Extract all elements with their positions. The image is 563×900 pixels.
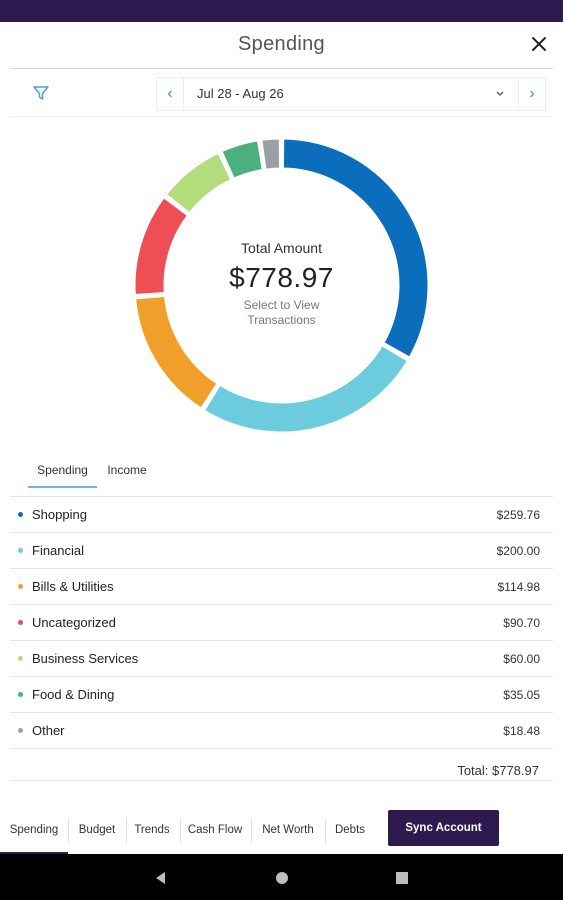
filter-bar: Jul 28 - Aug 26 bbox=[10, 74, 553, 114]
nav-divider bbox=[126, 818, 127, 844]
filter-divider bbox=[10, 116, 553, 117]
bottom-nav: Spending Budget Trends Cash Flow Net Wor… bbox=[0, 808, 563, 855]
total-row: Total: $778.97 bbox=[10, 752, 553, 781]
page-title: Spending bbox=[238, 33, 325, 55]
category-row-uncategorized[interactable]: Uncategorized $90.70 bbox=[10, 605, 553, 641]
category-amount: $18.48 bbox=[503, 724, 540, 738]
category-dot bbox=[18, 620, 23, 625]
chevron-down-icon bbox=[496, 91, 504, 96]
category-name: Uncategorized bbox=[32, 615, 116, 630]
nav-active-indicator bbox=[0, 852, 68, 855]
donut-segment-other[interactable] bbox=[260, 137, 282, 171]
nav-spending[interactable]: Spending bbox=[9, 824, 59, 836]
chevron-left-icon bbox=[167, 90, 172, 98]
category-row-business-services[interactable]: Business Services $60.00 bbox=[10, 641, 553, 677]
chevron-right-icon bbox=[530, 90, 535, 98]
category-amount: $259.76 bbox=[496, 508, 540, 522]
category-row-financial[interactable]: Financial $200.00 bbox=[10, 533, 553, 569]
donut-segment-uncategorized[interactable] bbox=[133, 195, 190, 297]
filter-icon bbox=[33, 86, 49, 100]
nav-cash-flow[interactable]: Cash Flow bbox=[187, 824, 243, 836]
back-icon[interactable] bbox=[152, 869, 170, 887]
nav-trends[interactable]: Trends bbox=[134, 824, 170, 836]
filter-button[interactable] bbox=[32, 84, 54, 106]
nav-divider bbox=[68, 818, 69, 844]
category-row-bills-utilities[interactable]: Bills & Utilities $114.98 bbox=[10, 569, 553, 605]
donut-segment-business-services[interactable] bbox=[164, 151, 233, 215]
category-dot bbox=[18, 548, 23, 553]
category-dot bbox=[18, 512, 23, 517]
home-icon[interactable] bbox=[273, 869, 291, 887]
category-amount: $35.05 bbox=[503, 688, 540, 702]
date-range-picker: Jul 28 - Aug 26 bbox=[156, 77, 546, 111]
category-dot bbox=[18, 584, 23, 589]
category-name: Shopping bbox=[32, 507, 87, 522]
nav-debts[interactable]: Debts bbox=[334, 824, 366, 836]
donut-segment-shopping[interactable] bbox=[281, 137, 430, 359]
nav-budget[interactable]: Budget bbox=[78, 824, 116, 836]
tab-income[interactable]: Income bbox=[107, 463, 147, 477]
category-list: Shopping $259.76 Financial $200.00 Bills… bbox=[10, 496, 553, 749]
category-dot bbox=[18, 692, 23, 697]
category-dot bbox=[18, 728, 23, 733]
tab-spending[interactable]: Spending bbox=[28, 456, 97, 488]
date-next-button[interactable] bbox=[518, 78, 545, 110]
category-row-shopping[interactable]: Shopping $259.76 bbox=[10, 497, 553, 533]
header: Spending bbox=[0, 22, 563, 68]
category-dot bbox=[18, 656, 23, 661]
header-divider bbox=[10, 68, 553, 69]
close-button[interactable] bbox=[527, 32, 551, 56]
category-amount: $60.00 bbox=[503, 652, 540, 666]
category-name: Other bbox=[32, 723, 65, 738]
android-nav-bar bbox=[0, 854, 563, 900]
close-icon bbox=[532, 37, 546, 51]
category-amount: $90.70 bbox=[503, 616, 540, 630]
donut-segment-bills-utilities[interactable] bbox=[133, 294, 219, 410]
spending-donut-chart[interactable] bbox=[131, 135, 432, 436]
category-name: Business Services bbox=[32, 651, 139, 666]
nav-divider bbox=[180, 818, 181, 844]
date-prev-button[interactable] bbox=[157, 78, 184, 110]
total-row-text: Total: $778.97 bbox=[457, 763, 539, 778]
sync-account-button[interactable]: Sync Account bbox=[388, 810, 499, 846]
nav-divider bbox=[325, 818, 326, 844]
donut-segment-food-dining[interactable] bbox=[220, 139, 264, 180]
category-row-other[interactable]: Other $18.48 bbox=[10, 713, 553, 749]
nav-divider bbox=[251, 818, 252, 844]
category-amount: $114.98 bbox=[497, 580, 541, 594]
date-range-label: Jul 28 - Aug 26 bbox=[197, 86, 284, 101]
category-amount: $200.00 bbox=[496, 544, 540, 558]
date-range-select[interactable]: Jul 28 - Aug 26 bbox=[183, 78, 519, 110]
category-row-food-dining[interactable]: Food & Dining $35.05 bbox=[10, 677, 553, 713]
recents-icon[interactable] bbox=[393, 869, 411, 887]
nav-net-worth[interactable]: Net Worth bbox=[262, 824, 314, 836]
category-name: Financial bbox=[32, 543, 85, 558]
category-name: Food & Dining bbox=[32, 687, 115, 702]
category-name: Bills & Utilities bbox=[32, 579, 114, 594]
donut-segment-financial[interactable] bbox=[202, 343, 410, 434]
status-bar bbox=[0, 0, 563, 22]
